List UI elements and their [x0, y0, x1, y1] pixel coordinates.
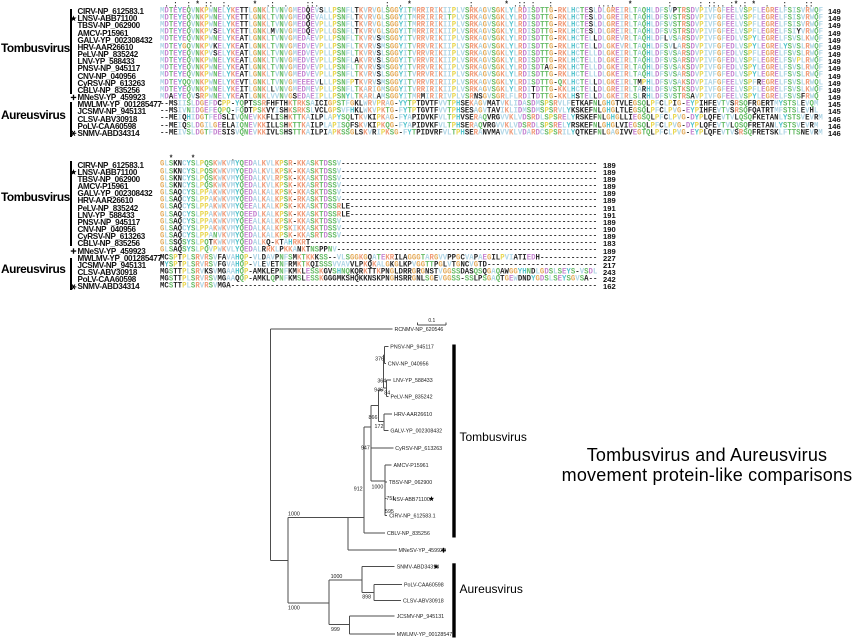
- svg-text:1000: 1000: [331, 574, 343, 580]
- svg-text:866: 866: [369, 415, 378, 421]
- svg-text:898: 898: [362, 594, 371, 600]
- svg-text:CNV-NP_040956: CNV-NP_040956: [388, 362, 429, 368]
- svg-text:912: 912: [354, 487, 363, 493]
- svg-text:999: 999: [331, 627, 340, 633]
- svg-text:1000: 1000: [288, 606, 300, 612]
- svg-text:PoLV-CAA60598: PoLV-CAA60598: [404, 582, 444, 588]
- svg-text:AMCV-P15961: AMCV-P15961: [394, 463, 429, 469]
- svg-text:1000: 1000: [288, 512, 300, 518]
- svg-text:CIRV-NP_612583.1: CIRV-NP_612583.1: [389, 514, 435, 520]
- svg-text:1000: 1000: [372, 485, 384, 491]
- svg-text:PeLV-NP_835242: PeLV-NP_835242: [391, 394, 433, 400]
- svg-text:595: 595: [385, 509, 394, 515]
- svg-text:RCNMV-NP_620546: RCNMV-NP_620546: [395, 327, 444, 333]
- svg-text:SNMV-ABD34314: SNMV-ABD34314: [397, 565, 439, 571]
- svg-text:0.1: 0.1: [428, 318, 435, 324]
- svg-text:947: 947: [361, 446, 370, 452]
- svg-text:PNSV-NP_945117: PNSV-NP_945117: [390, 344, 434, 350]
- svg-text:NSV-ABB71100: NSV-ABB71100: [393, 497, 430, 503]
- svg-text:CLSV-ABV30918: CLSV-ABV30918: [403, 598, 444, 604]
- svg-text:172: 172: [375, 424, 384, 430]
- svg-text:JCSMV-NP_945131: JCSMV-NP_945131: [397, 614, 444, 620]
- svg-text:MWLMV-YP_001285477: MWLMV-YP_001285477: [397, 632, 455, 638]
- svg-text:364: 364: [377, 378, 386, 384]
- svg-text:84: 84: [384, 390, 390, 396]
- svg-text:CBLV-NP_835256: CBLV-NP_835256: [387, 531, 430, 537]
- svg-text:GALV-YP_002308432: GALV-YP_002308432: [390, 429, 442, 435]
- svg-text:376: 376: [375, 357, 384, 363]
- svg-text:LNV-YP_588433: LNV-YP_588433: [393, 378, 433, 384]
- svg-text:751: 751: [386, 496, 395, 502]
- svg-text:TBSV-NP_062900: TBSV-NP_062900: [389, 480, 432, 486]
- svg-text:946: 946: [374, 388, 383, 394]
- svg-text:MNeSV-YP_459923: MNeSV-YP_459923: [399, 548, 446, 554]
- svg-text:CyRSV-NP_613263: CyRSV-NP_613263: [395, 446, 442, 452]
- svg-text:HRV-AAR26610: HRV-AAR26610: [394, 412, 432, 418]
